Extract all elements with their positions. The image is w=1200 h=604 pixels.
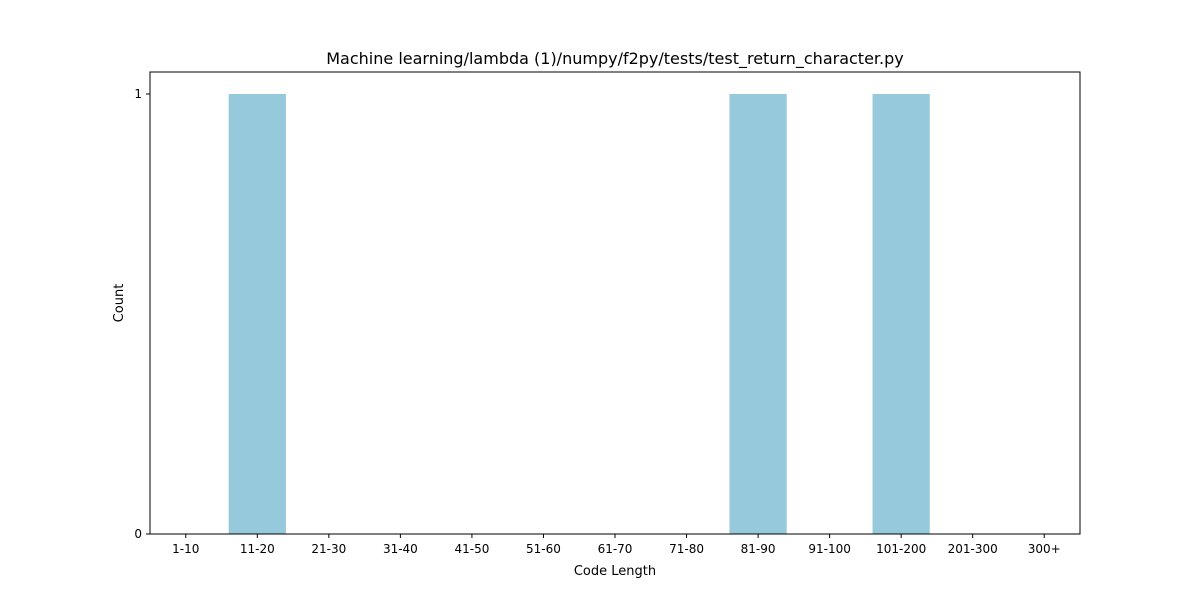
x-tick-label: 201-300 — [948, 542, 998, 556]
x-tick-label: 31-40 — [383, 542, 418, 556]
x-tick-label: 61-70 — [598, 542, 633, 556]
bar-11-20 — [228, 94, 286, 534]
y-tick-label: 1 — [134, 87, 142, 101]
bars-layer — [228, 94, 930, 534]
x-tick-label: 41-50 — [454, 542, 489, 556]
x-tick-label: 21-30 — [311, 542, 346, 556]
x-axis-ticks: 1-10 11-20 21-30 31-40 41-50 51-60 61-70 71-80 8… — [172, 534, 1061, 556]
x-tick-label: 101-200 — [876, 542, 926, 556]
bar-101-200 — [872, 94, 930, 534]
x-axis-label: Code Length — [574, 564, 656, 579]
plot-frame — [149, 71, 1081, 535]
x-tick-label: 81-90 — [741, 542, 776, 556]
bar-81-90 — [729, 94, 787, 534]
x-tick-label: 71-80 — [669, 542, 704, 556]
y-axis-ticks: 01 — [134, 87, 150, 541]
x-tick-label: 91-100 — [808, 542, 851, 556]
y-axis-label: Count — [112, 284, 127, 323]
x-tick-label: 1-10 — [172, 542, 199, 556]
y-tick-label: 0 — [134, 527, 142, 541]
x-tick-label: 300+ — [1028, 542, 1061, 556]
x-tick-label: 11-20 — [240, 542, 275, 556]
chart-title: Machine learning/lambda (1)/numpy/f2py/t… — [326, 49, 904, 69]
x-tick-label: 51-60 — [526, 542, 561, 556]
